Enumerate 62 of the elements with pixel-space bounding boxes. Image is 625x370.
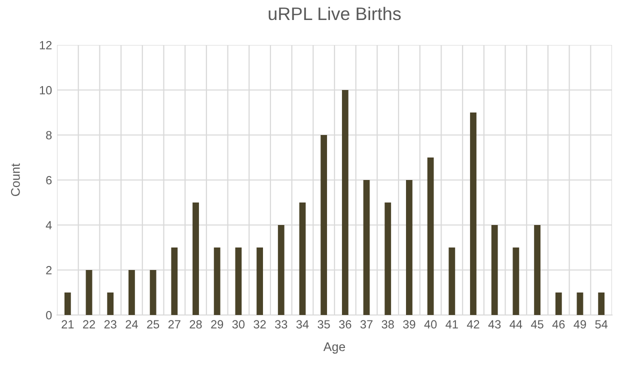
chart-title: uRPL Live Births <box>268 6 401 20</box>
bar <box>470 112 476 315</box>
y-tick-label: 6 <box>46 176 52 184</box>
bar <box>534 225 540 315</box>
x-tick-label: 23 <box>104 320 116 329</box>
x-tick-label: 32 <box>254 320 266 329</box>
x-axis-title: Age <box>323 342 346 354</box>
x-tick-label: 21 <box>62 320 74 328</box>
x-tick-label: 38 <box>382 320 394 329</box>
x-tick-label: 27 <box>168 320 180 328</box>
bar <box>363 180 370 315</box>
bar <box>86 270 92 315</box>
bar <box>427 158 434 315</box>
y-tick-label: 2 <box>46 266 52 274</box>
x-tick-label: 29 <box>211 320 224 329</box>
x-tick-label: 25 <box>147 320 160 329</box>
x-tick-label: 45 <box>530 320 544 329</box>
y-tick-label: 10 <box>40 86 52 94</box>
bar <box>512 248 520 315</box>
bar <box>192 202 199 315</box>
bar <box>128 270 135 315</box>
x-tick-label: 33 <box>275 320 288 329</box>
x-tick-label: 28 <box>190 320 202 329</box>
y-axis-title: Count <box>11 163 20 196</box>
x-tick-label: 41 <box>446 320 458 328</box>
x-tick-label: 39 <box>403 320 416 329</box>
bar <box>598 292 605 315</box>
bar <box>278 225 284 315</box>
bar <box>235 248 242 315</box>
x-tick-label: 36 <box>339 320 352 329</box>
bar <box>342 90 348 315</box>
bar <box>150 270 156 315</box>
x-tick-label: 43 <box>488 320 501 329</box>
x-tick-label: 24 <box>126 320 138 328</box>
x-tick-label: 34 <box>296 320 309 329</box>
bar <box>214 248 220 315</box>
x-tick-label: 35 <box>318 320 330 329</box>
bar <box>448 248 456 315</box>
bar <box>256 248 263 315</box>
x-tick-label: 37 <box>360 320 372 329</box>
bar <box>491 225 498 315</box>
x-tick-label: 46 <box>552 320 565 329</box>
x-tick-label: 44 <box>510 320 522 328</box>
y-tick-label: 12 <box>40 41 52 50</box>
bar <box>406 180 412 315</box>
y-tick-label: 0 <box>46 311 52 320</box>
x-tick-label: 22 <box>83 320 95 328</box>
x-tick-label: 40 <box>424 320 437 329</box>
x-tick-label: 30 <box>232 320 245 329</box>
bar <box>171 248 178 315</box>
bar <box>64 292 71 315</box>
y-tick-label: 4 <box>46 221 52 230</box>
bar <box>107 292 114 315</box>
bar <box>555 292 562 315</box>
x-tick-label: 54 <box>595 320 608 329</box>
bar <box>320 135 328 315</box>
y-tick-label: 8 <box>46 131 52 140</box>
x-tick-label: 49 <box>574 320 586 329</box>
x-tick-label: 42 <box>466 320 480 328</box>
bar <box>576 292 584 315</box>
bar <box>384 202 392 315</box>
bar <box>299 202 306 315</box>
